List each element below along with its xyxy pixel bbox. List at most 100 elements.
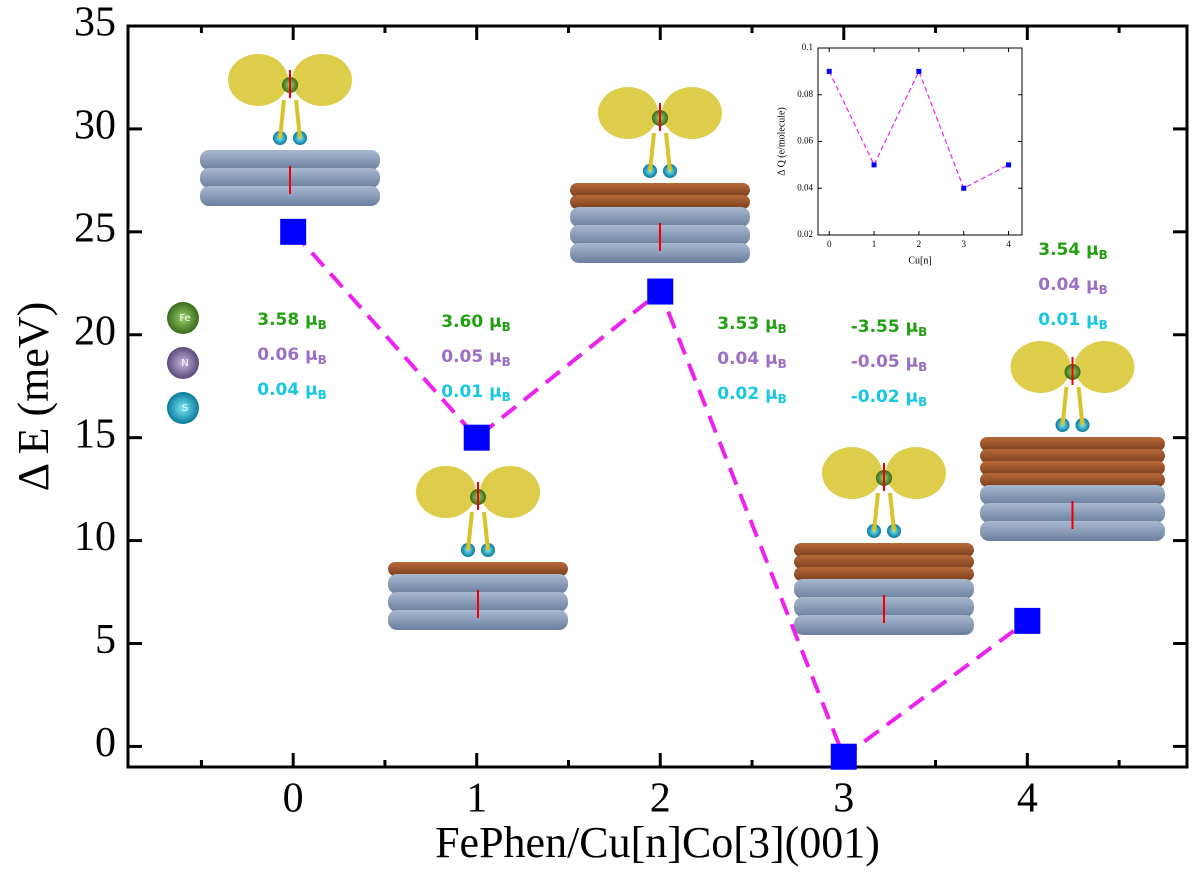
cu-layer: [980, 461, 1165, 475]
moment-label: 3.60 μB: [441, 312, 511, 334]
moment-label: 3.54 μB: [1038, 240, 1108, 262]
moment-value: 0.04 μ: [257, 380, 317, 400]
moment-value: -0.02 μ: [851, 387, 918, 407]
co-layer: [570, 207, 750, 227]
moment-label: 0.02 μB: [717, 384, 787, 406]
y-tick-label: 0: [95, 720, 116, 766]
moment-unit-subscript: B: [778, 322, 787, 336]
co-layer: [980, 485, 1165, 505]
moment-label: 0.04 μB: [1038, 275, 1108, 297]
ligand: [1074, 341, 1135, 393]
y-tick-label: 15: [74, 411, 116, 457]
ligand: [228, 54, 288, 106]
data-point: [1006, 162, 1012, 168]
x-tick-label: 4: [1017, 776, 1038, 822]
y-axis-label: Δ E (meV): [9, 302, 58, 492]
cu-layer: [794, 543, 974, 557]
cu-layer: [388, 562, 568, 576]
legend-sphere: [167, 302, 199, 334]
cu-layer: [980, 449, 1165, 463]
ligand: [480, 466, 540, 518]
x-tick-label: 4: [1006, 239, 1011, 249]
legend-sphere: [167, 392, 199, 424]
co-layer: [794, 615, 974, 635]
co-layer: [794, 579, 974, 599]
moment-unit-subscript: B: [1099, 318, 1108, 332]
moment-value: -3.55 μ: [851, 317, 918, 337]
legend-label: S: [182, 403, 188, 414]
x-tick-label: 2: [917, 239, 922, 249]
moment-unit-subscript: B: [778, 357, 787, 371]
data-point: [830, 743, 857, 770]
moment-value: 3.60 μ: [441, 312, 501, 332]
moment-label: 0.05 μB: [441, 347, 511, 369]
bond: [888, 492, 896, 532]
x-tick-label: 3: [833, 776, 854, 822]
ligand: [292, 54, 352, 106]
moment-unit-subscript: B: [1099, 283, 1108, 297]
y-tick-label: 0.04: [797, 182, 813, 192]
cu-layer: [570, 183, 750, 197]
cu-layer: [794, 555, 974, 569]
y-tick-label: 25: [74, 205, 116, 251]
inset-background: [772, 40, 1032, 290]
x-tick-label: 0: [283, 776, 304, 822]
moment-label: -3.55 μB: [851, 317, 928, 339]
moment-value: 3.54 μ: [1038, 240, 1098, 260]
moment-label: 0.04 μB: [717, 349, 787, 371]
plot-frame: [126, 24, 1189, 769]
y-tick-label: 30: [74, 103, 116, 149]
co-layer: [388, 610, 568, 630]
moment-value: 0.05 μ: [441, 347, 501, 367]
co-layer: [980, 521, 1165, 541]
ligand: [886, 447, 946, 499]
bond: [278, 99, 286, 139]
legend-label: N: [181, 358, 188, 369]
y-axis-label: Δ Q (e/molecule): [776, 107, 787, 176]
x-tick-label: 0: [827, 239, 832, 249]
x-tick-label: 1: [466, 776, 487, 822]
data-point: [961, 185, 967, 191]
ligand: [822, 447, 882, 499]
structure-illustration: [570, 87, 750, 263]
moment-label: -0.05 μB: [851, 352, 928, 374]
moment-unit-subscript: B: [502, 320, 511, 334]
co-layer: [388, 574, 568, 594]
cu-layer: [980, 437, 1165, 451]
data-point: [647, 278, 674, 305]
y-tick-label: 0.1: [802, 42, 813, 52]
data-point: [871, 162, 877, 168]
moment-label: 0.01 μB: [441, 382, 511, 404]
moment-unit-subscript: B: [918, 395, 927, 409]
data-point: [280, 218, 307, 245]
moment-unit-subscript: B: [918, 360, 927, 374]
ligand: [1010, 341, 1071, 393]
moment-unit-subscript: B: [318, 353, 327, 367]
moment-label: 0.01 μB: [1038, 310, 1108, 332]
x-tick-label: 3: [961, 239, 966, 249]
moment-label: 0.04 μB: [257, 380, 327, 402]
ligand: [662, 87, 722, 139]
bond: [466, 511, 474, 551]
cu-layer: [794, 567, 974, 581]
moment-value: 0.04 μ: [1038, 275, 1098, 295]
x-tick-label: 2: [650, 776, 671, 822]
co-layer: [200, 150, 380, 170]
moment-unit-subscript: B: [318, 318, 327, 332]
moment-value: 3.53 μ: [717, 314, 777, 334]
moment-label: 3.53 μB: [717, 314, 787, 336]
ligand: [598, 87, 658, 139]
co-layer: [570, 243, 750, 263]
structure-illustration: [388, 466, 568, 630]
moment-unit-subscript: B: [502, 390, 511, 404]
bond: [1076, 386, 1085, 426]
moment-value: 0.01 μ: [441, 382, 501, 402]
ligand: [416, 466, 476, 518]
moment-value: 0.02 μ: [717, 384, 777, 404]
y-tick-label: 20: [74, 308, 116, 354]
x-axis-label: FePhen/Cu[n]Co[3](001): [435, 818, 880, 867]
bond: [1060, 386, 1069, 426]
y-tick-label: 0.08: [797, 89, 813, 99]
y-tick-label: 35: [74, 0, 116, 46]
